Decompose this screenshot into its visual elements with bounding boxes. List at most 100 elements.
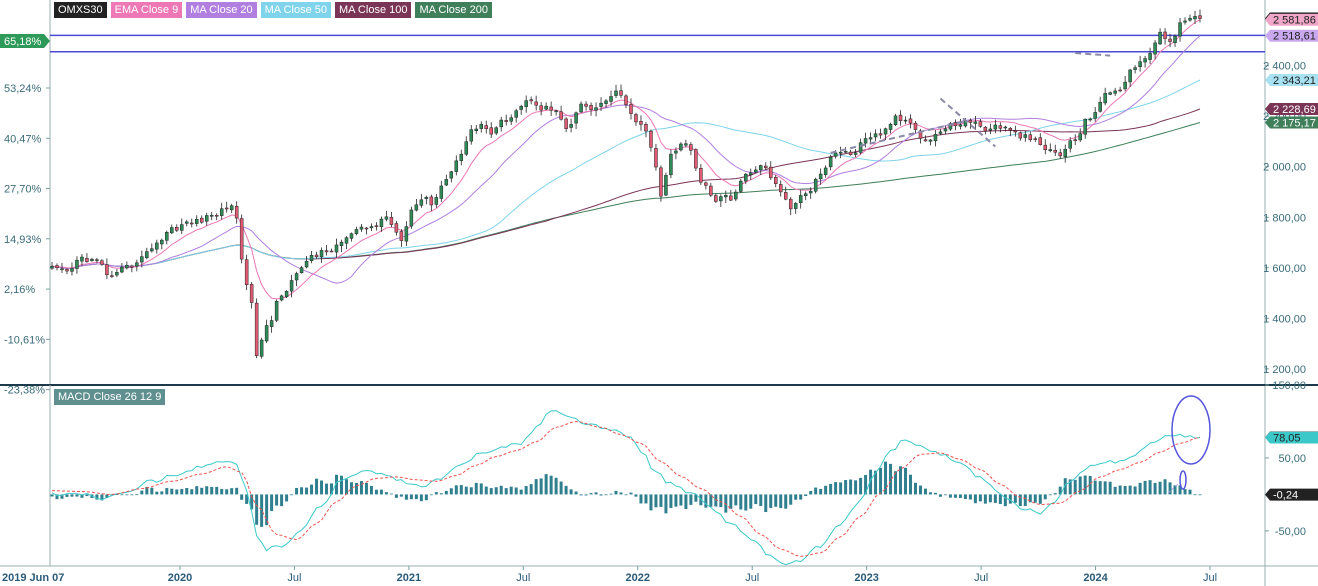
macd-histogram-bar (1128, 485, 1132, 495)
candle-body (239, 218, 244, 260)
candle (244, 254, 249, 291)
legend-item[interactable]: MA Close 200 (415, 2, 492, 18)
candle-body (294, 273, 299, 281)
candle-body (719, 196, 723, 202)
candle-body (1188, 17, 1192, 21)
candle-body (229, 205, 234, 211)
candle (499, 116, 503, 132)
macd-histogram-bar (659, 494, 663, 507)
candle (195, 215, 199, 227)
candle-body (514, 110, 518, 118)
candle-body (1123, 81, 1127, 90)
macd-histogram-bar (1058, 486, 1062, 495)
legend-item[interactable]: EMA Close 9 (110, 2, 183, 18)
candle (793, 201, 798, 214)
candle-body (65, 269, 69, 272)
price-label: 2 581,86 (1265, 13, 1318, 27)
time-axis-label: 2022 (626, 572, 650, 584)
candle-body (130, 265, 134, 268)
candle-body (354, 229, 359, 234)
candle (983, 126, 988, 135)
candle (1128, 68, 1132, 88)
macd-histogram-bar (394, 494, 398, 498)
macd-histogram-bar (854, 480, 858, 495)
candle-body (279, 295, 284, 301)
macd-histogram-bar (1153, 482, 1157, 495)
candle (1013, 125, 1018, 137)
macd-axis-label: 150,00 (1272, 380, 1306, 392)
macd-histogram-bar (694, 494, 698, 502)
macd-value-label: 78,05 (1265, 431, 1318, 444)
candle (778, 180, 783, 197)
legend-item[interactable]: OMXS30 (54, 2, 107, 18)
candle (269, 315, 274, 333)
candle (759, 164, 763, 176)
candle (604, 99, 608, 108)
candle-body (953, 122, 958, 126)
candle-body (145, 251, 149, 258)
price-label-box (1265, 102, 1318, 115)
candle (659, 165, 663, 202)
macd-histogram-bar (75, 494, 79, 497)
macd-histogram-bar (70, 494, 74, 497)
macd-histogram-bar (135, 494, 139, 496)
candle-body (933, 134, 938, 142)
trend-line[interactable] (939, 97, 997, 148)
legend-item[interactable]: MA Close 20 (186, 2, 257, 18)
macd-annotation-ellipse[interactable] (1171, 395, 1211, 465)
candle (1143, 55, 1147, 68)
histogram-annotation-ellipse[interactable] (1179, 470, 1187, 490)
candle (254, 298, 259, 359)
macd-histogram-bar (1158, 481, 1162, 495)
legend-item[interactable]: MA Close 100 (334, 2, 412, 18)
candle (1148, 47, 1152, 65)
candle (474, 124, 479, 134)
candle-body (878, 133, 883, 136)
macd-panel-title: MACD Close 26 12 9 (54, 389, 166, 405)
candle-body (1088, 118, 1092, 121)
candle-body (539, 105, 543, 111)
candle (838, 146, 843, 159)
candle-body (1093, 112, 1097, 119)
macd-histogram-bar (884, 461, 888, 495)
macd-histogram-bar (649, 494, 653, 511)
percent-axis-label: -23,38% (4, 385, 45, 397)
percent-axis-label: -10,61% (4, 334, 45, 346)
candle-body (913, 122, 918, 130)
candle (424, 195, 429, 205)
trend-line[interactable] (1075, 52, 1111, 57)
legend-item[interactable]: MA Close 50 (260, 2, 331, 18)
candle (1053, 144, 1057, 157)
macd-histogram-bar (85, 494, 89, 497)
candle-body (873, 133, 878, 138)
macd-histogram-bar (364, 482, 368, 495)
time-axis-label: 2020 (168, 572, 192, 584)
candle-body (729, 195, 733, 201)
macd-histogram-bar (764, 494, 768, 513)
candle-body (674, 150, 678, 154)
candle (180, 218, 184, 235)
candle-body (798, 195, 803, 203)
candle (1153, 39, 1157, 60)
price-axis-label: 1 200,00 (1263, 364, 1306, 376)
percent-axis-label: 53,24% (4, 83, 42, 95)
macd-histogram-bar (320, 480, 324, 495)
candle-body (1118, 89, 1122, 92)
macd-histogram-bar (325, 483, 329, 495)
macd-histogram-bar (215, 486, 219, 495)
candle-body (424, 196, 429, 199)
candle (1063, 144, 1067, 163)
candle (1133, 65, 1137, 74)
candle-body (70, 268, 74, 272)
candle (798, 190, 803, 209)
candle (289, 274, 294, 298)
macd-histogram-bar (654, 494, 658, 508)
trend-line[interactable] (830, 120, 966, 154)
candle (998, 122, 1003, 133)
candle (589, 102, 593, 116)
candle-body (699, 167, 703, 183)
macd-histogram-bar (594, 492, 598, 495)
macd-histogram-bar (619, 492, 623, 495)
macd-histogram-bar (544, 474, 548, 495)
